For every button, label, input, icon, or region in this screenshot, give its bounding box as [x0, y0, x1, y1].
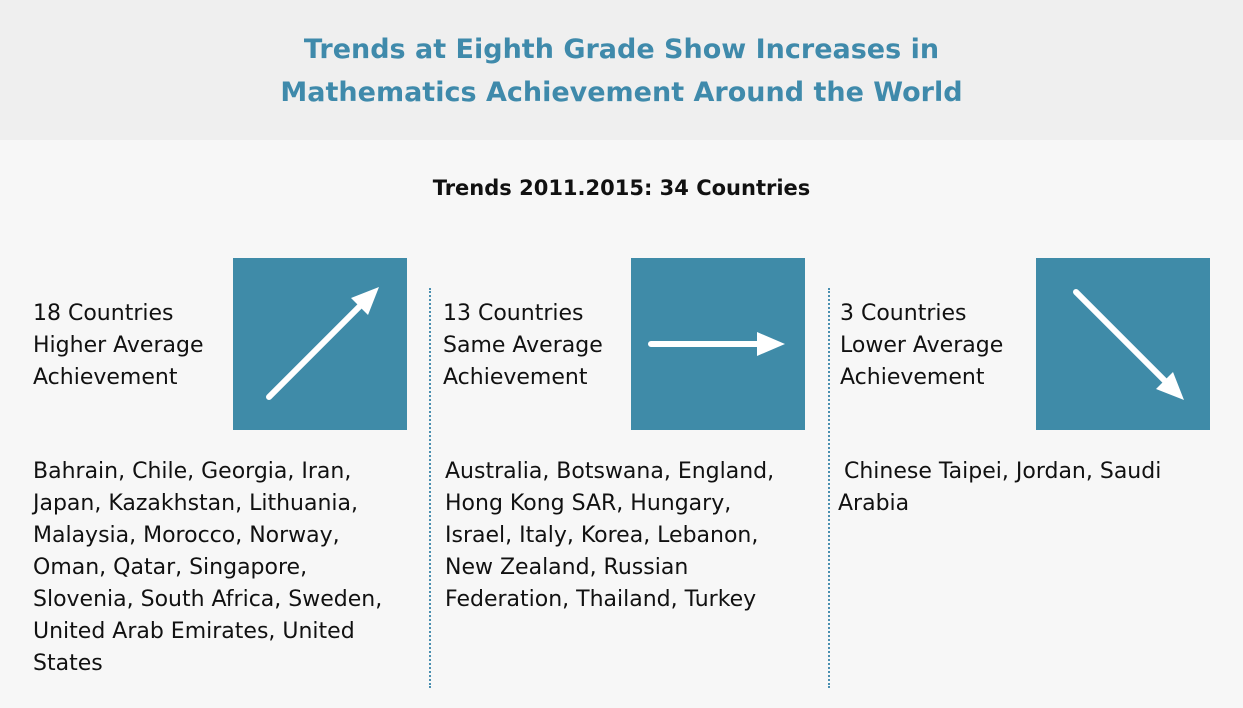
heading: 3 Countries Lower Average Achievement	[840, 298, 1003, 394]
title-line: Trends at Eighth Grade Show Increases in	[303, 34, 940, 65]
title-line: Mathematics Achievement Around the World	[280, 77, 963, 108]
arrow-flat-box	[631, 258, 805, 430]
heading-line: 13 Countries	[443, 301, 584, 326]
heading-line: Higher Average	[33, 333, 204, 358]
heading-line: Achievement	[33, 365, 178, 390]
arrow	[648, 332, 785, 356]
country-list: Australia, Botswana, England, Hong Kong …	[445, 459, 775, 612]
heading-line: Lower Average	[840, 333, 1004, 358]
divider	[828, 288, 830, 688]
subtitle: Trends 2011.2015: 34 Countries	[432, 176, 811, 200]
heading-line: Achievement	[840, 365, 985, 390]
heading: 18 Countries Higher Average Achievement	[33, 298, 203, 394]
arrow	[266, 287, 379, 400]
heading-line: 3 Countries	[840, 301, 967, 326]
country-list: Bahrain, Chile, Georgia, Iran, Japan, Ka…	[33, 459, 383, 676]
country-list: Chinese Taipei, Jordan, Saudi Arabia	[838, 459, 1162, 516]
heading-line: Same Average	[443, 333, 603, 358]
header: Trends at Eighth Grade Show Increases in…	[0, 0, 1243, 140]
arrow	[1073, 289, 1184, 400]
arrow-up-box	[233, 258, 407, 430]
arrow-down-box	[1036, 258, 1210, 430]
heading-line: 18 Countries	[33, 301, 174, 326]
divider	[429, 288, 431, 688]
heading: 13 Countries Same Average Achievement	[443, 298, 603, 394]
heading-line: Achievement	[443, 365, 588, 390]
